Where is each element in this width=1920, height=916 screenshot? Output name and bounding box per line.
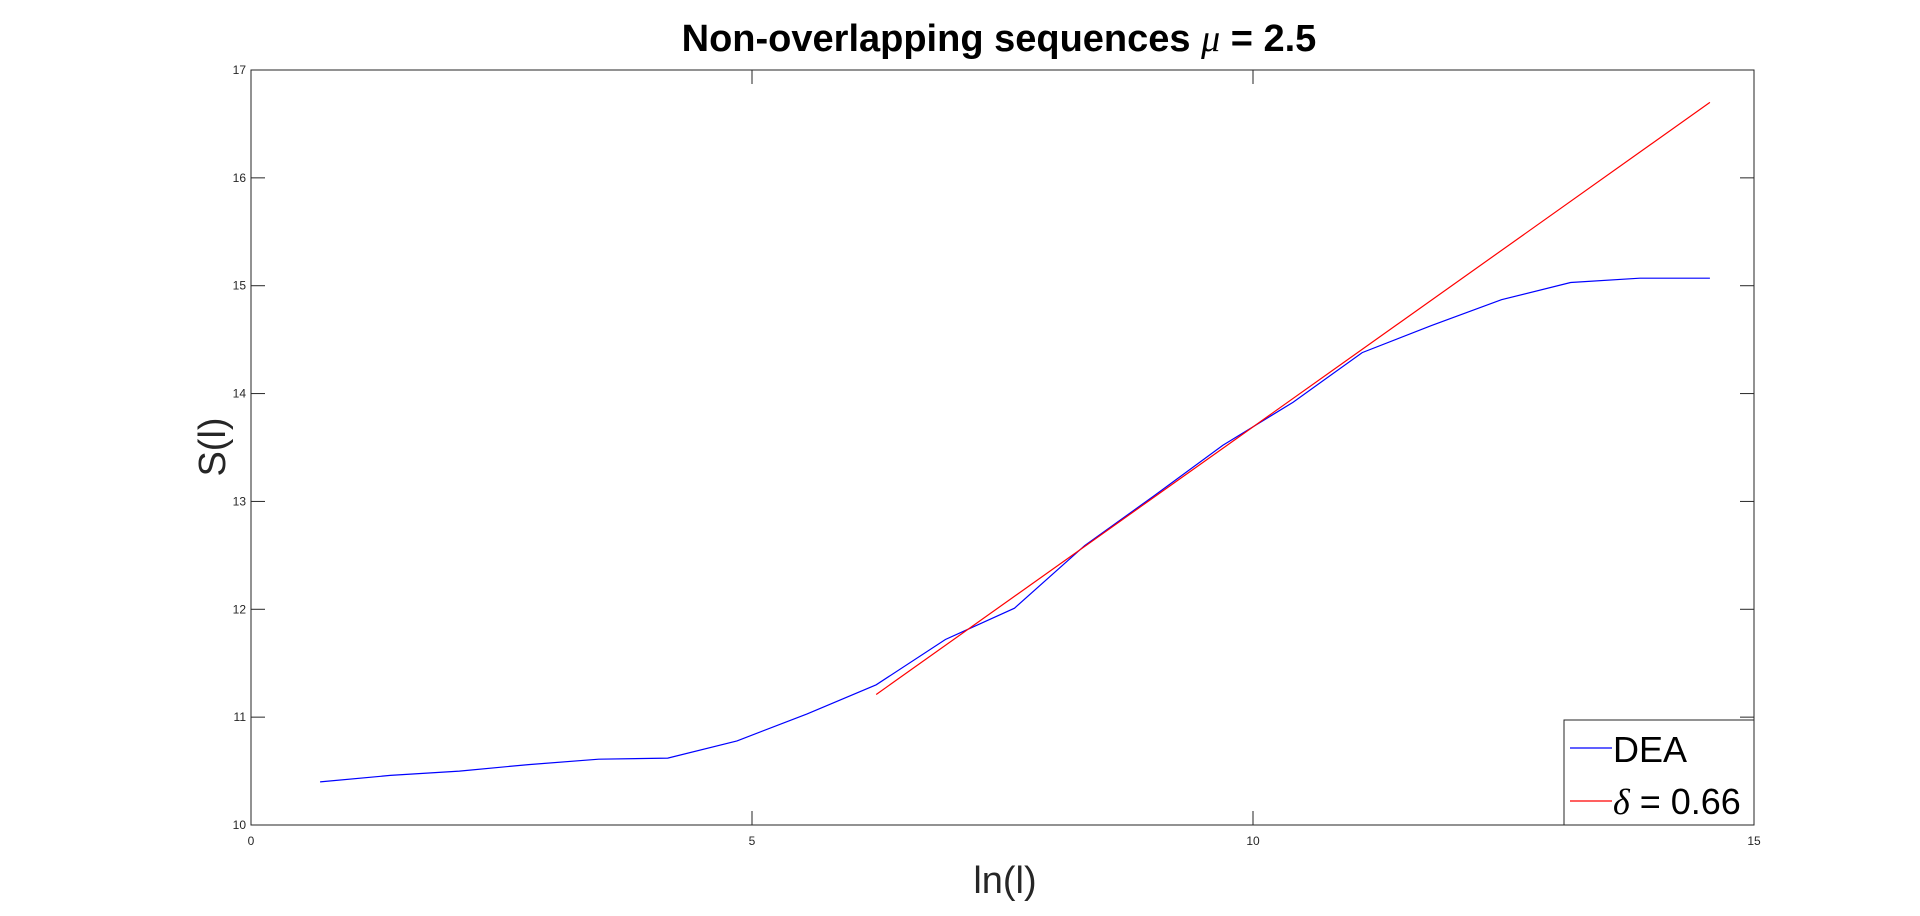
series-line-dea — [320, 277, 1710, 783]
legend-label-dea: DEA — [1613, 729, 1687, 770]
legend-box — [1563, 719, 1755, 826]
x-tick-label: 0 — [248, 834, 255, 848]
x-tick-label: 15 — [1747, 834, 1761, 848]
y-axis-label: S(l) — [192, 417, 234, 476]
series-layer — [320, 101, 1711, 783]
x-tick-label: 5 — [749, 834, 756, 848]
legend: DEA δ = 0.66 — [1563, 719, 1755, 826]
legend-label-fit: δ = 0.66 — [1613, 781, 1741, 822]
chart-title-text: Non-overlapping sequences — [682, 18, 1201, 60]
chart-title: Non-overlapping sequences μ = 2.5 — [682, 18, 1317, 60]
y-tick-label: 10 — [233, 818, 247, 832]
x-axis: 0 5 10 15 — [248, 70, 1761, 848]
y-axis: 10 11 12 13 14 15 16 17 — [233, 63, 1754, 832]
y-tick-label: 17 — [233, 63, 247, 77]
x-axis-label: ln(l) — [973, 860, 1036, 902]
chart-title-suffix: = 2.5 — [1220, 18, 1316, 60]
y-tick-label: 15 — [233, 279, 247, 293]
x-tick-label: 10 — [1246, 834, 1260, 848]
y-tick-label: 14 — [233, 387, 247, 401]
y-tick-label: 13 — [233, 494, 247, 508]
y-tick-label: 16 — [233, 171, 247, 185]
legend-label-fit-symbol: δ — [1613, 782, 1631, 822]
plot-area — [250, 69, 1755, 826]
series-line-fit — [875, 101, 1711, 695]
chart-title-symbol: μ — [1200, 18, 1220, 60]
y-tick-label: 11 — [234, 710, 247, 724]
legend-label-fit-text: = 0.66 — [1640, 781, 1741, 822]
y-tick-label: 12 — [233, 602, 247, 616]
